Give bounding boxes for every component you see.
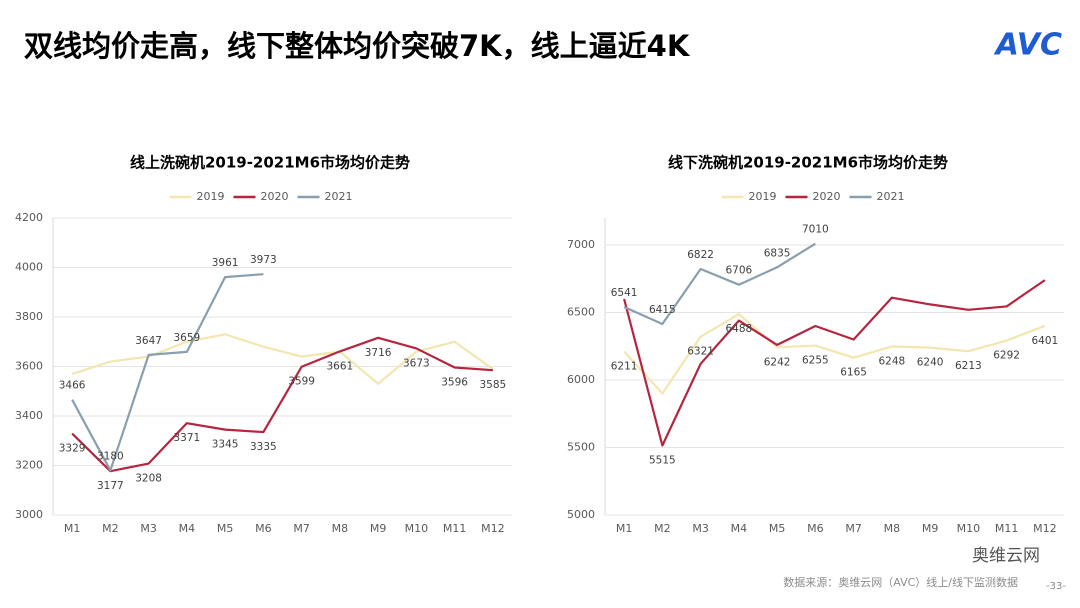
x-tick-label: M2 — [102, 522, 119, 535]
y-tick-label: 3000 — [15, 508, 43, 521]
legend-label: 2020 — [813, 190, 841, 203]
legend-label: 2019 — [749, 190, 777, 203]
data-label: 3961 — [212, 257, 239, 269]
x-tick-label: M3 — [140, 522, 157, 535]
data-label: 3345 — [212, 439, 239, 451]
data-label: 6706 — [726, 265, 753, 277]
logo: AVC — [994, 28, 1062, 63]
data-label: 6488 — [726, 323, 753, 335]
x-tick-label: M7 — [845, 522, 862, 535]
x-tick-label: M3 — [692, 522, 709, 535]
x-tick-label: M6 — [807, 522, 824, 535]
data-label: 6255 — [802, 355, 829, 367]
data-label: 3647 — [135, 335, 162, 347]
series-line — [623, 279, 1046, 447]
x-tick-label: M12 — [1033, 522, 1057, 535]
chart-title: 线下洗碗机2019-2021M6市场均价走势 — [668, 154, 948, 172]
data-label: 3585 — [480, 379, 507, 391]
data-label: 6541 — [611, 287, 638, 299]
x-tick-label: M1 — [64, 522, 81, 535]
data-label: 6242 — [764, 356, 791, 368]
y-tick-label: 6000 — [567, 373, 595, 386]
data-label: 3673 — [403, 357, 430, 369]
x-tick-label: M9 — [370, 522, 387, 535]
data-label: 3329 — [59, 443, 86, 455]
x-tick-label: M9 — [922, 522, 939, 535]
series-line — [623, 242, 816, 326]
data-label: 3661 — [327, 360, 354, 372]
data-label: 6321 — [687, 346, 714, 358]
legend-label: 2021 — [325, 190, 353, 203]
x-tick-label: M8 — [332, 522, 349, 535]
data-label: 3180 — [97, 450, 124, 462]
y-tick-label: 7000 — [567, 238, 595, 251]
wechat-label: 奥维云网 — [972, 546, 1040, 566]
x-tick-label: M8 — [884, 522, 901, 535]
data-label: 6213 — [955, 360, 982, 372]
data-label: 6835 — [764, 247, 791, 259]
legend-label: 2020 — [261, 190, 289, 203]
series-line — [71, 333, 494, 385]
series-line — [71, 336, 493, 473]
x-tick-label: M12 — [481, 522, 505, 535]
chart: 线下洗碗机2019-2021M6市场均价走势 5000 5500 6000 6500 70… — [567, 154, 1064, 535]
data-label: 6211 — [611, 361, 638, 373]
y-tick-label: 3400 — [15, 409, 43, 422]
data-label: 3599 — [288, 376, 315, 388]
y-tick-label: 3800 — [15, 310, 43, 323]
page-number: -33- — [1046, 581, 1066, 592]
x-tick-label: M11 — [995, 522, 1019, 535]
y-tick-label: 5500 — [567, 441, 595, 454]
x-tick-label: M10 — [957, 522, 981, 535]
y-tick-label: 3200 — [15, 459, 43, 472]
x-tick-label: M5 — [217, 522, 234, 535]
x-tick-label: M4 — [179, 522, 196, 535]
y-tick-label: 4000 — [15, 261, 43, 274]
chart: 线上洗碗机2019-2021M6市场均价走势 3000 3200 3400 3600 38… — [15, 154, 512, 535]
data-label: 3973 — [250, 254, 277, 266]
data-label: 7010 — [802, 224, 829, 236]
x-tick-label: M4 — [731, 522, 748, 535]
data-label: 3716 — [365, 347, 392, 359]
y-tick-label: 5000 — [567, 508, 595, 521]
data-label: 3335 — [250, 441, 277, 453]
x-tick-label: M11 — [443, 522, 467, 535]
data-label: 3596 — [441, 376, 468, 388]
data-label: 6165 — [840, 367, 867, 379]
y-tick-label: 3600 — [15, 360, 43, 373]
series-line — [71, 273, 264, 472]
legend-label: 2019 — [197, 190, 225, 203]
legend-label: 2021 — [877, 190, 905, 203]
data-label: 6240 — [917, 357, 944, 369]
data-label: 3177 — [97, 480, 124, 492]
slide-title: 双线均价走高，线下整体均价突破7K，线上逼近4K — [24, 29, 691, 63]
data-label: 6822 — [687, 249, 714, 261]
y-tick-label: 6500 — [567, 306, 595, 319]
x-tick-label: M7 — [293, 522, 310, 535]
x-tick-label: M10 — [405, 522, 429, 535]
x-tick-label: M1 — [616, 522, 633, 535]
series-line — [623, 313, 1046, 395]
y-tick-label: 4200 — [15, 211, 43, 224]
chart-title: 线上洗碗机2019-2021M6市场均价走势 — [130, 154, 410, 172]
data-label: 5515 — [649, 454, 676, 466]
data-label: 6292 — [993, 350, 1020, 362]
x-tick-label: M2 — [654, 522, 671, 535]
data-label: 3371 — [174, 432, 201, 444]
data-label: 3208 — [135, 473, 162, 485]
x-tick-label: M5 — [769, 522, 786, 535]
data-label: 6415 — [649, 304, 676, 316]
source: 数据来源：奥维云网（AVC）线上/线下监测数据 — [783, 575, 1018, 589]
x-tick-label: M6 — [255, 522, 272, 535]
data-label: 6248 — [879, 356, 906, 368]
data-label: 3659 — [174, 332, 201, 344]
data-label: 3466 — [59, 380, 86, 392]
data-label: 6401 — [1032, 335, 1059, 347]
